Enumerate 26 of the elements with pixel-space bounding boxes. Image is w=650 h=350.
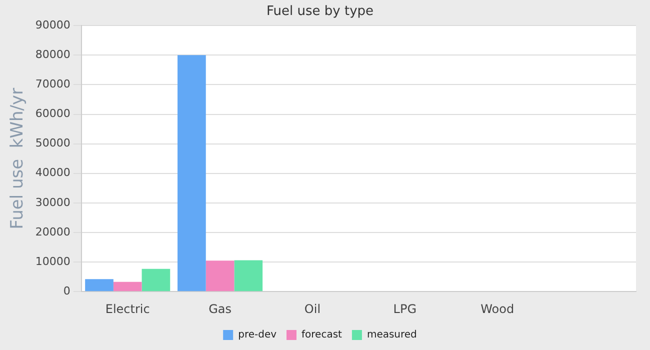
bar — [113, 282, 142, 292]
bar — [234, 260, 263, 292]
legend-label: measured — [366, 330, 417, 341]
bar — [142, 268, 170, 292]
x-tick-label: Oil — [304, 302, 321, 316]
x-tick-label: Gas — [208, 302, 232, 316]
y-axis-title: Fuel use kWh/yr — [8, 88, 28, 230]
y-tick-label: 50000 — [35, 136, 70, 150]
y-tick-label: 80000 — [35, 48, 70, 62]
y-tick-label: 70000 — [35, 78, 70, 91]
bar — [85, 279, 114, 292]
x-tick-label: LPG — [393, 302, 417, 316]
bar — [178, 55, 206, 292]
y-tick-label: 30000 — [35, 196, 70, 209]
bar — [206, 260, 234, 292]
x-tick-label: Electric — [105, 302, 150, 316]
y-tick-label: 0 — [63, 284, 70, 298]
chart-title: Fuel use by type — [266, 4, 374, 20]
legend-label: forecast — [302, 330, 342, 341]
legend-label: pre-dev — [238, 330, 277, 341]
y-tick-label: 60000 — [35, 107, 70, 120]
y-tick-label: 20000 — [35, 225, 70, 238]
y-tick-label: 40000 — [35, 166, 70, 180]
y-tick-label: 10000 — [35, 254, 70, 268]
y-tick-label: 90000 — [35, 18, 70, 32]
x-tick-label: Wood — [480, 302, 514, 316]
